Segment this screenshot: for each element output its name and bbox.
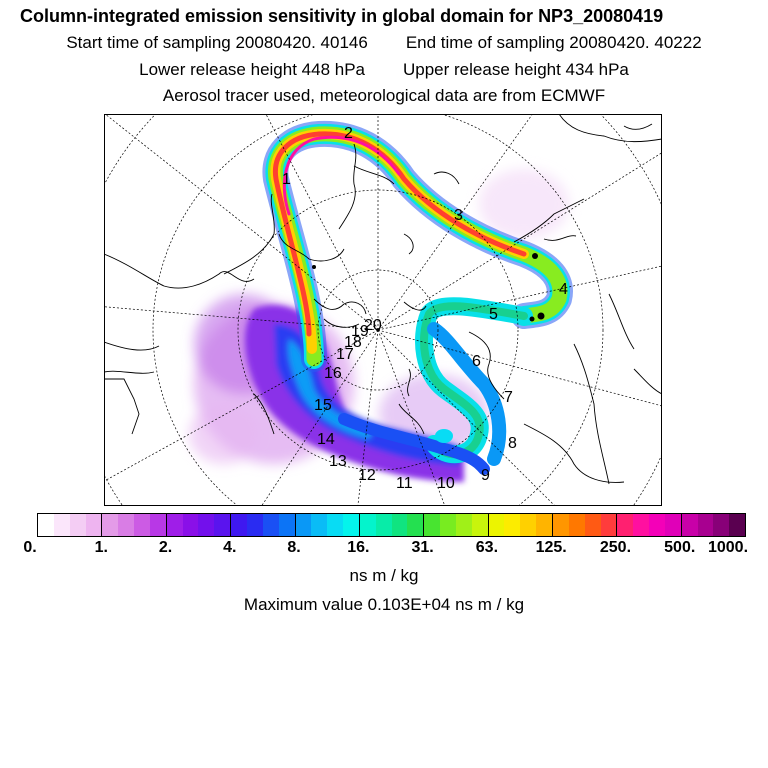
- track-label: 2: [344, 125, 353, 142]
- colorbar-tick-label: 0.: [23, 539, 37, 556]
- upper-height-label: Upper release height 434 hPa: [403, 60, 629, 79]
- track-label: 3: [454, 207, 463, 224]
- colorbar-cell: [391, 514, 408, 536]
- colorbar-tick-label: 31.: [411, 539, 434, 556]
- track-label: 17: [336, 346, 354, 363]
- colorbar-tick-label: 8.: [287, 539, 301, 556]
- colorbar-cell: [295, 514, 312, 536]
- track-label: 20: [364, 317, 382, 334]
- track-labels: 2 1 3 4 5 6 7 8 9 10 11 12 13 14 15 16 1…: [282, 125, 568, 492]
- colorbar-cell: [681, 514, 698, 536]
- colorbar-tick-label: 1000.: [707, 539, 749, 556]
- track-markers: [312, 253, 545, 322]
- sensitivity-map: 2 1 3 4 5 6 7 8 9 10 11 12 13 14 15 16 1…: [104, 114, 662, 506]
- coastlines: [104, 114, 662, 485]
- colorbar-cell: [440, 514, 456, 536]
- track-label: 7: [504, 389, 513, 406]
- colorbar-cell: [53, 514, 70, 536]
- colorbar-tick-label: 250.: [599, 539, 632, 556]
- track-label: 14: [317, 431, 335, 448]
- colorbar-cell: [697, 514, 714, 536]
- plot-title: Column-integrated emission sensitivity i…: [20, 6, 664, 26]
- colorbar-cell: [488, 514, 505, 536]
- colorbar-cell: [568, 514, 585, 536]
- track-label: 4: [559, 281, 568, 298]
- colorbar-cell: [633, 514, 650, 536]
- colorbar-cell: [149, 514, 167, 536]
- colorbar-cell: [424, 514, 441, 536]
- colorbar-cell: [600, 514, 618, 536]
- colorbar-tick-labels: 0. 1. 2. 4. 8. 16. 31. 63. 125. 250. 500. 1000.: [0, 539, 768, 559]
- colorbar-tick-label: 16.: [347, 539, 370, 556]
- colorbar-tick-label: 125.: [535, 539, 567, 556]
- aerosol-note: Aerosol tracer used, meteorological data…: [162, 86, 606, 105]
- colorbar-cell: [375, 514, 392, 536]
- colorbar-cell: [584, 514, 601, 536]
- colorbar-cell: [359, 514, 376, 536]
- end-time-label: End time of sampling 20080420. 40222: [405, 33, 702, 52]
- colorbar-cell: [713, 514, 730, 536]
- plume-band-lower: [338, 297, 533, 475]
- release-heights: Lower release height 448 hPa Upper releas…: [0, 60, 768, 80]
- colorbar-tick-label: 63.: [475, 539, 499, 556]
- maximum-value: Maximum value 0.103E+04 ns m / kg: [243, 595, 525, 614]
- colorbar-cell: [504, 514, 521, 536]
- colorbar-cell: [182, 514, 199, 536]
- colorbar-cell: [327, 514, 344, 536]
- colorbar-cell: [664, 514, 682, 536]
- plume-band-upper: [262, 120, 573, 372]
- track-label: 19: [351, 323, 369, 340]
- track-label: 12: [358, 467, 376, 484]
- start-time-label: Start time of sampling 20080420. 40146: [66, 33, 368, 52]
- colorbar-cell: [134, 514, 150, 536]
- track-label: 9: [481, 467, 490, 484]
- track-label: 5: [489, 306, 498, 323]
- colorbar-cell: [278, 514, 296, 536]
- colorbar-cell: [536, 514, 553, 536]
- colorbar-cell: [471, 514, 489, 536]
- colorbar-cell: [617, 514, 634, 536]
- map-frame: [104, 114, 662, 506]
- colorbar-cell: [198, 514, 215, 536]
- track-label: 15: [314, 397, 332, 414]
- colorbar-cell: [407, 514, 425, 536]
- colorbar-tick-label: 4.: [223, 539, 237, 556]
- colorbar-cell: [38, 514, 54, 536]
- colorbar-cell: [231, 514, 247, 536]
- track-label: 18: [344, 334, 362, 351]
- colorbar-cell: [69, 514, 86, 536]
- colorbar-tick-label: 1.: [94, 539, 108, 556]
- colorbar: [37, 513, 746, 537]
- lower-height-label: Lower release height 448 hPa: [139, 60, 365, 79]
- colorbar-cell: [649, 514, 665, 536]
- track-label: 6: [472, 353, 481, 370]
- colorbar-units: ns m / kg: [349, 566, 419, 585]
- colorbar-tick-label: 2.: [158, 539, 173, 556]
- colorbar-cell: [118, 514, 135, 536]
- colorbar-cell: [102, 514, 119, 536]
- track-label: 10: [437, 475, 455, 492]
- colorbar-cell: [85, 514, 103, 536]
- track-label: 13: [329, 453, 347, 470]
- track-label: 16: [324, 365, 342, 382]
- track-label: 11: [396, 475, 413, 492]
- colorbar-cell: [166, 514, 183, 536]
- graticule: [104, 114, 662, 506]
- track-label: 8: [508, 435, 517, 452]
- track-label: 1: [282, 171, 291, 188]
- colorbar-cell: [246, 514, 263, 536]
- colorbar-cell: [553, 514, 569, 536]
- colorbar-cell: [214, 514, 232, 536]
- colorbar-cell: [311, 514, 328, 536]
- colorbar-cell: [455, 514, 472, 536]
- colorbar-cell: [729, 514, 746, 536]
- colorbar-tick-label: 500.: [664, 539, 696, 556]
- colorbar-cell: [343, 514, 360, 536]
- colorbar-cell: [520, 514, 537, 536]
- sampling-times: Start time of sampling 20080420. 40146 En…: [0, 33, 768, 53]
- colorbar-cell: [262, 514, 279, 536]
